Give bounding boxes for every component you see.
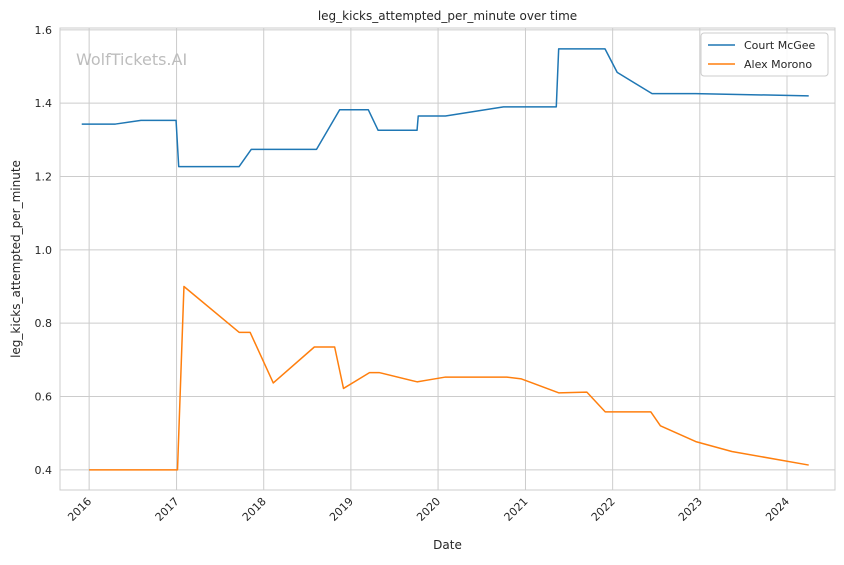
y-tick-label: 0.6: [35, 391, 53, 404]
series-line-court-mcgee: [81, 48, 809, 168]
series-line-alex-morono: [89, 285, 809, 471]
y-tick-labels: 0.4 0.6 0.8 1.0 1.2 1.4 1.6: [35, 24, 53, 477]
y-axis-label: leg_kicks_attempted_per_minute: [9, 160, 23, 358]
y-tick-label: 0.8: [35, 317, 53, 330]
y-tick-label: 1.2: [35, 171, 53, 184]
y-tick-label: 1.0: [35, 244, 53, 257]
series-lines: [81, 48, 809, 471]
grid-lines: [60, 28, 835, 490]
chart-title: leg_kicks_attempted_per_minute over time: [318, 9, 577, 23]
watermark: WolfTickets.AI: [76, 50, 187, 69]
y-tick-label: 1.4: [35, 97, 53, 110]
legend-box: [700, 32, 829, 77]
x-axis-label: Date: [433, 538, 462, 552]
legend-label-alex-morono: Alex Morono: [744, 58, 812, 71]
y-tick-label: 0.4: [35, 464, 53, 477]
legend-label-court-mcgee: Court McGee: [744, 39, 816, 52]
legend: Court McGee Alex Morono: [700, 32, 829, 77]
plot-frame: [59, 27, 836, 491]
y-tick-label: 1.6: [35, 24, 53, 37]
